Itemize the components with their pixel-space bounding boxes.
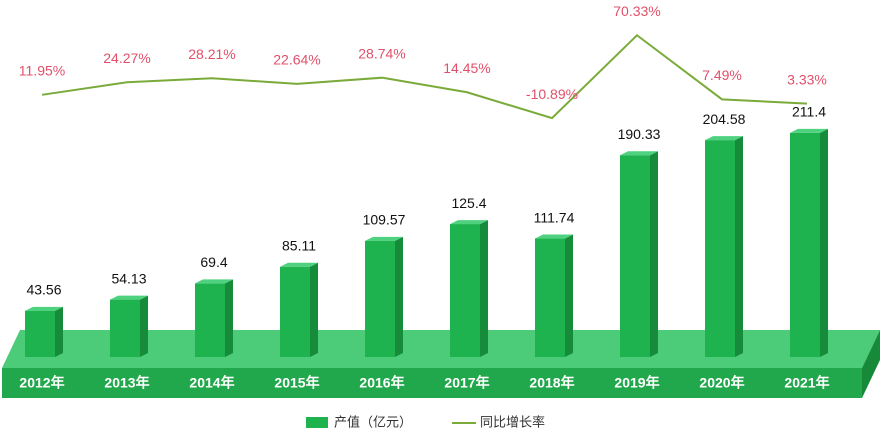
bar-side [565,234,573,357]
legend-swatch-bar [306,417,328,428]
bar-top [110,295,148,300]
data-label: 43.56 [26,282,61,298]
bar-top [25,306,63,311]
bar [280,266,310,357]
x-tick-label: 2019年 [614,375,659,391]
data-label: 69.4 [200,254,227,270]
bar-side [650,151,658,357]
bar [110,299,140,357]
bar-side [820,128,828,357]
x-tick-label: 2021年 [784,375,829,391]
bar-side [480,220,488,357]
bar [450,224,480,357]
bar-top [535,234,573,239]
bar-top [280,262,318,267]
bar-top [195,279,233,284]
bar-side [395,236,403,357]
bar [790,132,820,357]
data-label: 24.27% [103,50,150,66]
data-label: 211.4 [792,104,826,120]
bar-side [140,295,148,357]
data-label: 28.74% [358,45,405,61]
line [41,33,808,120]
bar [705,140,735,357]
data-label: 28.21% [188,46,235,62]
bar [195,283,225,357]
data-label: 111.74 [534,209,575,225]
floor-front [2,368,862,398]
data-label: 14.45% [443,60,490,76]
x-tick-label: 2012年 [19,375,64,391]
x-tick-label: 2018年 [529,375,574,391]
data-label: 7.49% [702,67,742,83]
x-tick-label: 2020年 [699,375,744,391]
legend: 产值（亿元） 同比增长率 [306,414,545,429]
data-label: 109.57 [363,212,406,228]
data-label: 125.4 [451,195,486,211]
data-label: 54.13 [111,270,146,286]
x-tick-label: 2016年 [359,375,404,391]
legend-label: 产值（亿元） [334,414,412,429]
data-label: 11.95% [19,63,65,79]
bar-side [310,262,318,357]
bar-top [365,236,403,241]
bar [365,240,395,357]
bar-side [55,306,63,357]
bar [25,310,55,357]
legend-label: 同比增长率 [480,414,545,429]
data-label: 3.33% [787,71,827,87]
data-label: 22.64% [273,52,320,68]
bar-top [450,220,488,225]
data-label: 190.33 [618,126,661,142]
bar-side [225,279,233,357]
data-label: 70.33% [613,3,660,19]
x-tick-label: 2017年 [444,375,489,391]
data-label: -10.89% [526,86,578,102]
x-tick-label: 2014年 [189,375,234,391]
bar-top [620,151,658,156]
floor-side [862,330,880,398]
bar-top [790,128,828,133]
x-tick-label: 2015年 [274,375,319,391]
data-label: 204.58 [703,111,746,127]
bar [620,155,650,357]
bar-top [705,136,743,141]
bar-side [735,136,743,357]
bar [535,238,565,357]
data-label: 85.11 [282,237,316,253]
x-tick-label: 2013年 [104,375,149,391]
